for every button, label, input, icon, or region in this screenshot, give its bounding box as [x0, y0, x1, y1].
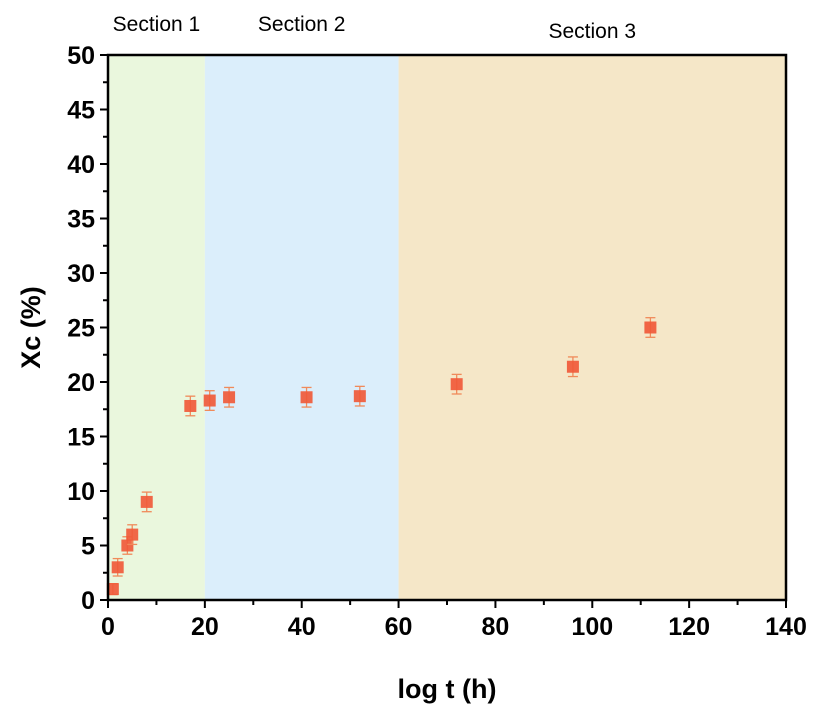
- x-axis-title: log t (h): [398, 674, 497, 704]
- section-background-3: [398, 55, 786, 600]
- square-marker: [106, 583, 119, 596]
- x-tick-label: 60: [385, 613, 413, 641]
- section-label-3: Section 3: [549, 20, 637, 43]
- data-points: [106, 317, 657, 596]
- data-point: [126, 524, 139, 546]
- y-tick-label: 30: [67, 260, 95, 288]
- x-tick-label: 40: [288, 613, 316, 641]
- square-marker: [126, 528, 139, 541]
- square-marker: [644, 321, 657, 334]
- data-point: [353, 385, 366, 407]
- data-point: [111, 557, 124, 577]
- section-label-2: Section 2: [258, 13, 346, 36]
- y-tick-label: 40: [67, 151, 95, 179]
- axes: 0 20 40 60 80 100 120 140 0 5 10 15 20 25 30 35 40 45 50: [67, 42, 807, 641]
- data-point: [450, 373, 463, 395]
- section-backgrounds: [108, 55, 786, 600]
- y-tick-label: 45: [67, 97, 95, 125]
- x-tick-label: 80: [482, 613, 510, 641]
- y-tick-label: 5: [81, 533, 95, 561]
- x-tick-label: 20: [191, 613, 219, 641]
- data-point: [223, 386, 236, 408]
- data-point: [644, 317, 657, 338]
- square-marker: [450, 378, 463, 391]
- data-point: [106, 583, 119, 596]
- y-tick-label: 15: [67, 424, 95, 452]
- square-marker: [300, 391, 313, 404]
- square-marker: [140, 495, 153, 508]
- square-marker: [353, 390, 366, 403]
- y-tick-label: 10: [67, 478, 95, 506]
- y-tick-label: 20: [67, 369, 95, 397]
- y-axis-title: Xc (%): [16, 286, 46, 369]
- x-tick-label: 140: [765, 613, 807, 641]
- y-tick-label: 50: [67, 42, 95, 70]
- x-tick-label: 0: [101, 613, 115, 641]
- section-background-2: [204, 55, 399, 600]
- section-background-1: [108, 55, 205, 600]
- section-labels: Section 1 Section 2 Section 3: [113, 13, 636, 43]
- data-point: [203, 390, 216, 411]
- y-tick-label: 0: [81, 587, 95, 615]
- data-point: [184, 395, 197, 417]
- y-tick-label: 25: [67, 315, 95, 343]
- x-tick-label: 100: [571, 613, 613, 641]
- square-marker: [111, 561, 124, 574]
- section-label-1: Section 1: [113, 13, 201, 36]
- square-marker: [566, 360, 579, 373]
- x-tick-label: 120: [668, 613, 710, 641]
- data-point: [300, 386, 313, 408]
- square-marker: [184, 399, 197, 412]
- y-tick-label: 35: [67, 206, 95, 234]
- square-marker: [223, 391, 236, 404]
- square-marker: [121, 539, 134, 552]
- square-marker: [203, 394, 216, 407]
- data-point: [140, 491, 153, 513]
- data-point: [566, 356, 579, 378]
